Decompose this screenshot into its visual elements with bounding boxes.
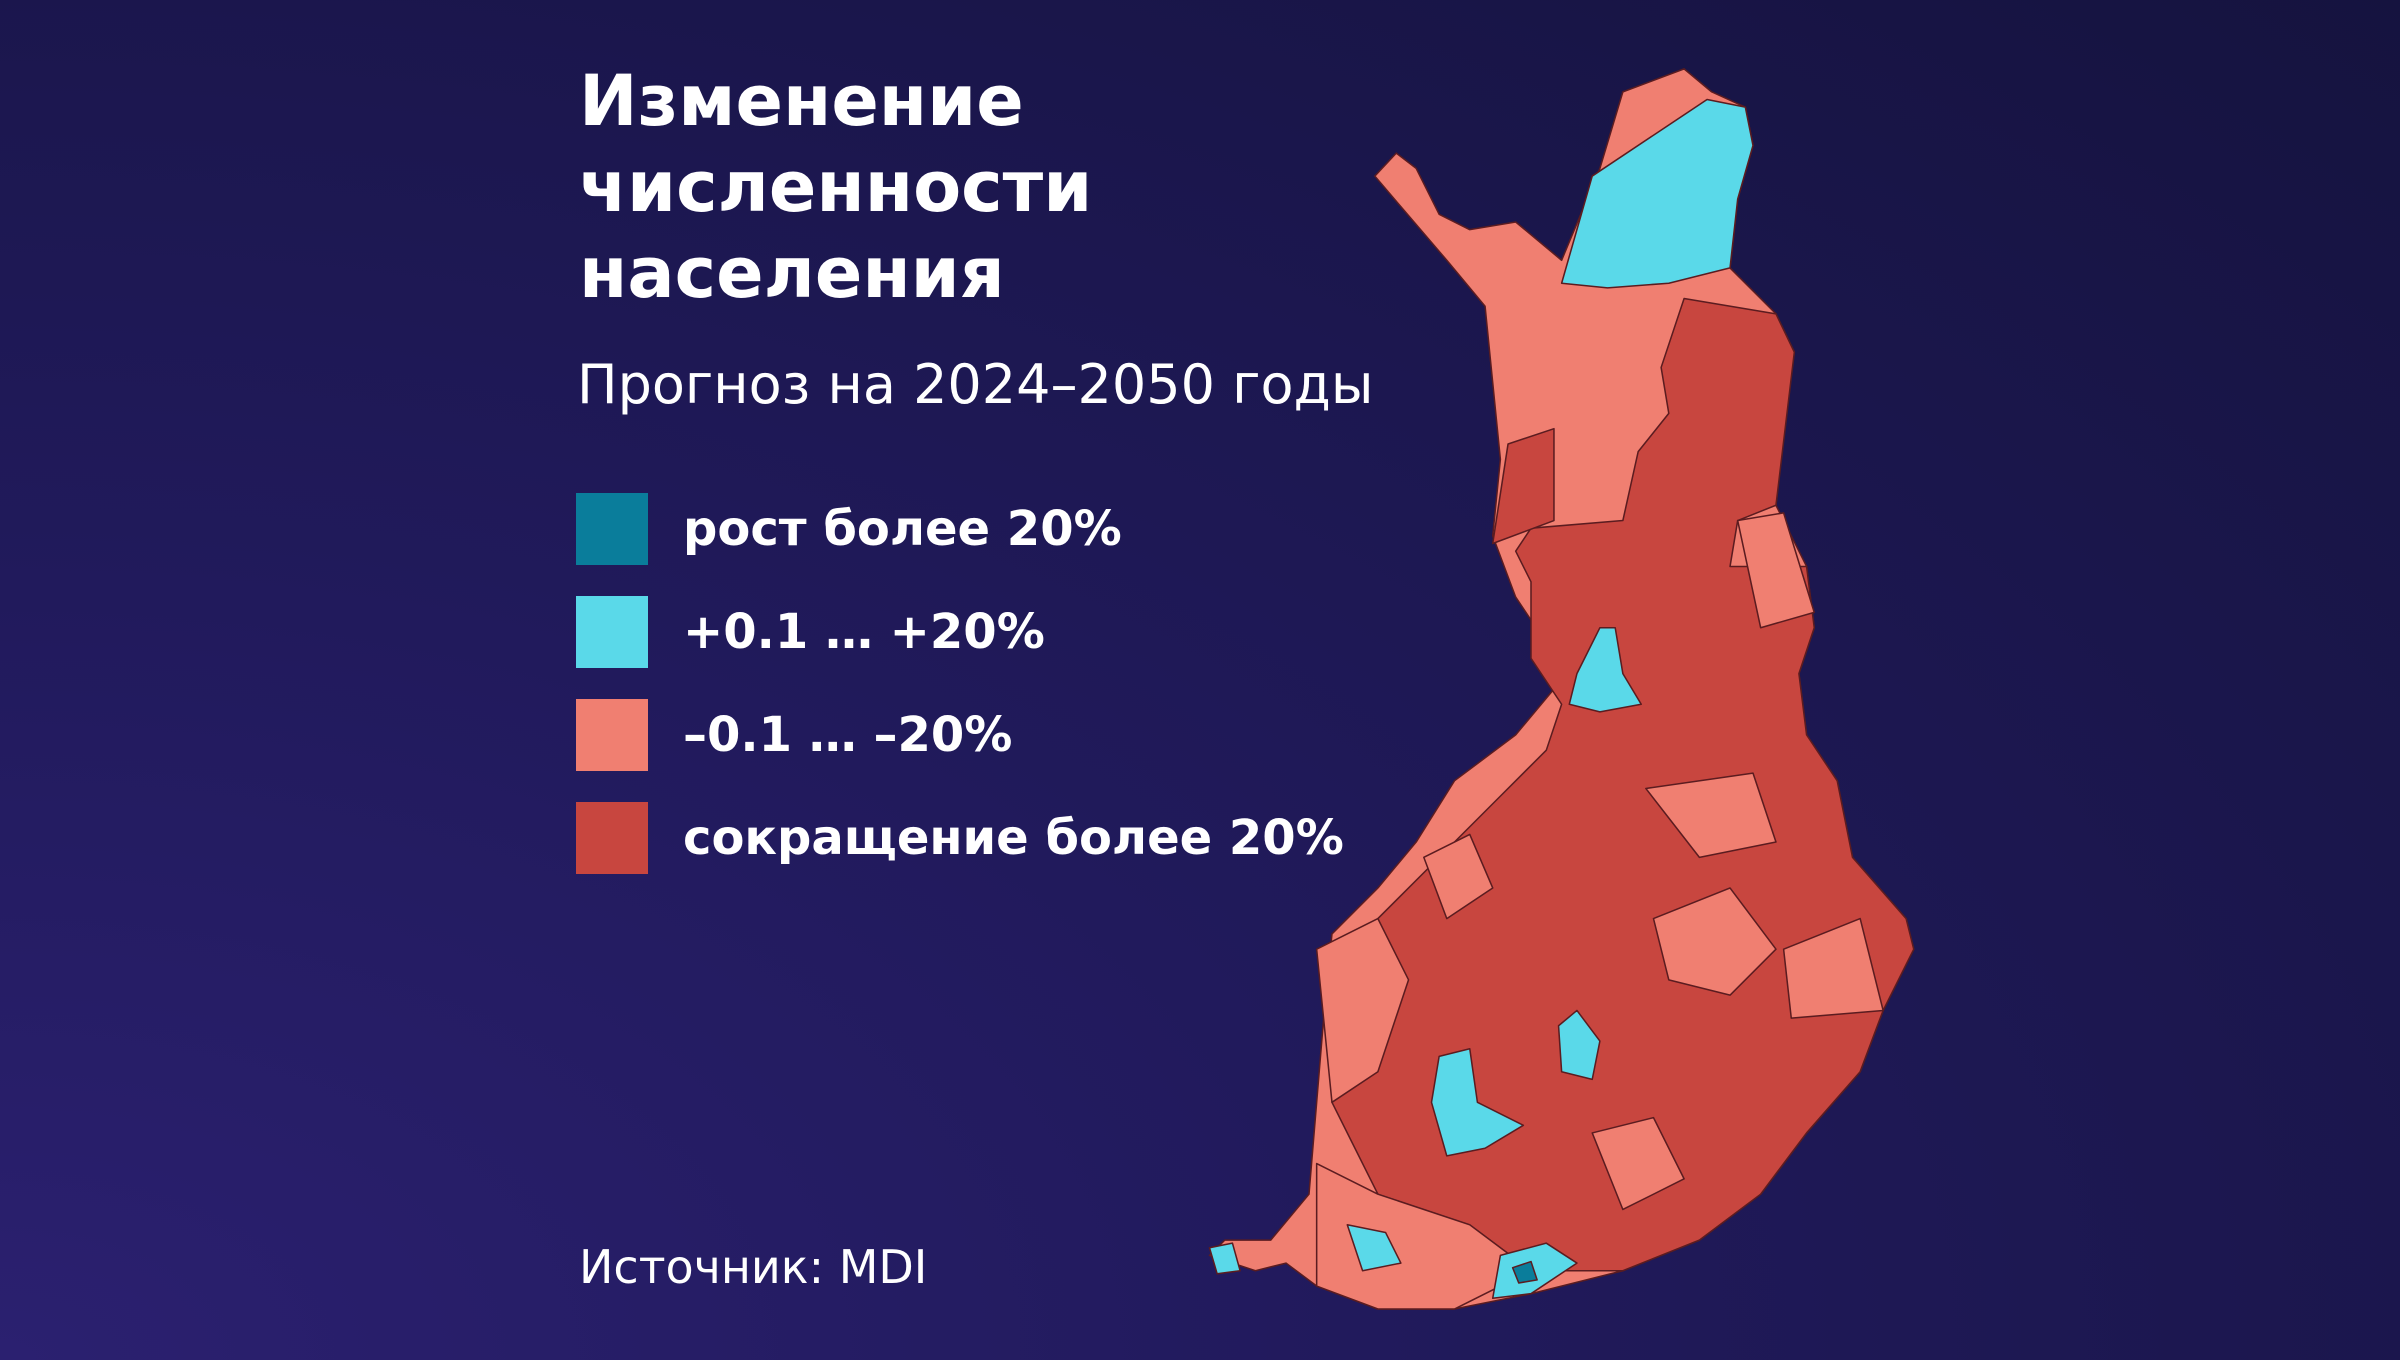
region (1645, 772, 1777, 859)
region (1331, 297, 1915, 1272)
title-line: Изменение (579, 60, 1024, 142)
region (1430, 1047, 1525, 1157)
legend-label: –0.1 … –20% (683, 707, 1013, 763)
legend-label: рост более 20% (683, 501, 1122, 557)
legend-swatch (576, 699, 648, 771)
subtitle: Прогноз на 2024–2050 годы (577, 353, 1374, 416)
title-line: населения (579, 232, 1005, 314)
region (1591, 1116, 1685, 1211)
legend-swatch (576, 596, 648, 668)
region (1423, 833, 1494, 920)
region (1782, 917, 1884, 1019)
region (1652, 887, 1777, 996)
legend: рост более 20% +0.1 … +20% –0.1 … –20% сокр… (576, 493, 1344, 905)
region (1315, 917, 1410, 1104)
legend-label: +0.1 … +20% (683, 604, 1045, 660)
region (1491, 427, 1555, 545)
legend-label: сокращение более 20% (683, 810, 1344, 866)
region (1736, 512, 1816, 629)
legend-swatch (576, 802, 648, 874)
legend-item: рост более 20% (576, 493, 1344, 565)
region (1557, 1009, 1601, 1081)
region (1560, 98, 1754, 289)
legend-item: –0.1 … –20% (576, 699, 1344, 771)
legend-item: +0.1 … +20% (576, 596, 1344, 668)
source: Источник: MDI (579, 1240, 928, 1294)
title: Изменение численности населения (579, 58, 1092, 316)
region (1208, 1242, 1241, 1275)
region (1511, 1260, 1538, 1284)
region (1315, 1162, 1532, 1310)
region (1346, 1224, 1402, 1272)
title-line: численности (579, 146, 1093, 228)
legend-swatch (576, 493, 648, 565)
region (1568, 626, 1642, 713)
legend-item: сокращение более 20% (576, 802, 1344, 874)
